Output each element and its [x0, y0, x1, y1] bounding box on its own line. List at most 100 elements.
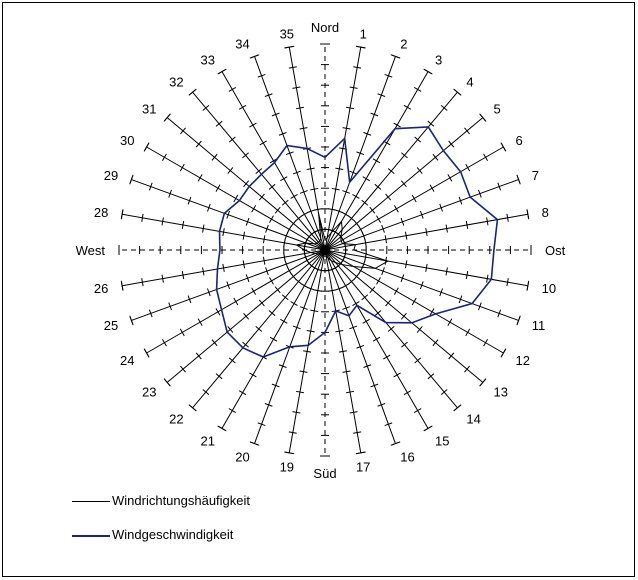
tick-26-3: [262, 256, 266, 265]
tick-20-6: [278, 364, 287, 368]
tick-31-6: [227, 167, 234, 174]
tick-25-6: [207, 288, 211, 297]
tick-28-7: [181, 220, 185, 229]
tick-35-3: [310, 187, 319, 191]
direction-label-29: 29: [104, 168, 118, 183]
tick-28-4: [242, 231, 246, 240]
tick-17-6: [342, 370, 351, 373]
tick-23-4: [258, 299, 265, 307]
tick-15-9: [413, 408, 422, 413]
tick-35-4: [306, 167, 315, 171]
tick-4-9: [440, 105, 448, 111]
spoke-cap-22: [188, 404, 197, 412]
tick-3-7: [393, 122, 401, 128]
tick-19-9: [288, 431, 297, 434]
tick-17-2: [328, 289, 337, 292]
tick-3-5: [372, 158, 381, 164]
tick-23-8: [195, 352, 202, 360]
tick-12-7: [447, 318, 453, 326]
tick-29-5: [226, 210, 231, 219]
tick-15-2: [341, 283, 350, 289]
direction-label-23: 23: [142, 384, 156, 399]
tick-7-3: [381, 224, 385, 233]
tick-14-3: [361, 294, 369, 301]
tick-19-6: [299, 370, 308, 373]
tick-29-2: [284, 231, 289, 240]
tick-1-9: [353, 66, 362, 69]
spoke-cap-26: [120, 280, 124, 291]
spoke-cap-34: [249, 54, 260, 59]
tick-26-5: [222, 263, 225, 272]
tick-21-5: [269, 336, 278, 342]
direction-label-26: 26: [94, 281, 108, 296]
spoke-cap-12: [500, 348, 507, 358]
spoke-cap-13: [479, 378, 487, 387]
spoke-cap-15: [423, 425, 433, 432]
tick-16-9: [384, 422, 393, 427]
tick-10-8: [486, 274, 489, 283]
tick-24-3: [269, 277, 274, 285]
tick-31-9: [180, 127, 186, 135]
tick-21-9: [228, 408, 237, 413]
tick-7-9: [497, 182, 502, 191]
direction-label-18: Süd: [313, 466, 336, 481]
tick-6-9: [483, 153, 488, 162]
tick-10-7: [465, 271, 469, 280]
tick-30-7: [197, 174, 203, 182]
tick-6-3: [376, 215, 381, 223]
tick-21-3: [290, 301, 298, 306]
tick-32-2: [295, 215, 302, 222]
tick-32-6: [242, 152, 249, 159]
tick-33-2: [300, 211, 309, 217]
tick-6-4: [393, 205, 399, 213]
tick-6-5: [411, 194, 417, 203]
tick-32-7: [228, 136, 236, 143]
tick-11-6: [439, 288, 443, 297]
tick-4-2: [348, 215, 355, 222]
tick-2-3: [342, 190, 351, 194]
tick-8-9: [506, 213, 509, 222]
spoke-cap-23: [163, 378, 171, 387]
spoke-cap-3: [423, 68, 433, 75]
tick-5-2: [353, 220, 360, 227]
tick-22-7: [228, 357, 236, 364]
tick-26-2: [283, 253, 286, 262]
tick-23-6: [227, 326, 234, 333]
tick-28-8: [161, 217, 164, 226]
tick-19-3: [310, 309, 319, 313]
tick-34-4: [292, 170, 301, 175]
direction-label-13: 13: [494, 384, 508, 399]
tick-10-2: [364, 253, 367, 262]
direction-label-1: 1: [360, 26, 367, 41]
tick-23-3: [274, 286, 281, 294]
tick-33-8: [238, 104, 247, 110]
tick-3-9: [413, 87, 422, 92]
tick-34-6: [278, 132, 287, 136]
spoke-cap-30: [143, 142, 150, 152]
tick-35-8: [292, 86, 301, 89]
spoke-cap-1: [355, 45, 366, 49]
tick-26-6: [202, 267, 205, 276]
tick-21-4: [280, 318, 288, 324]
tick-7-8: [478, 189, 482, 198]
direction-label-28: 28: [94, 205, 108, 220]
tick-16-6: [363, 364, 372, 368]
tick-14-2: [348, 278, 355, 285]
tick-6-6: [429, 184, 435, 192]
legend-item-speed: Windgeschwindigkeit: [72, 526, 392, 546]
tick-29-6: [207, 203, 211, 212]
tick-35-7: [295, 106, 304, 110]
tick-22-4: [268, 310, 276, 317]
direction-label-35: 35: [280, 26, 294, 41]
tick-25-2: [284, 260, 289, 269]
tick-21-2: [300, 283, 309, 289]
tick-33-4: [280, 176, 288, 182]
direction-label-2: 2: [400, 36, 407, 51]
tick-31-5: [243, 180, 250, 188]
tick-11-4: [400, 274, 405, 283]
tick-20-7: [271, 383, 280, 388]
tick-4-6: [401, 152, 408, 159]
direction-label-30: 30: [120, 133, 134, 148]
direction-label-16: 16: [400, 450, 414, 465]
tick-28-3: [262, 235, 266, 244]
